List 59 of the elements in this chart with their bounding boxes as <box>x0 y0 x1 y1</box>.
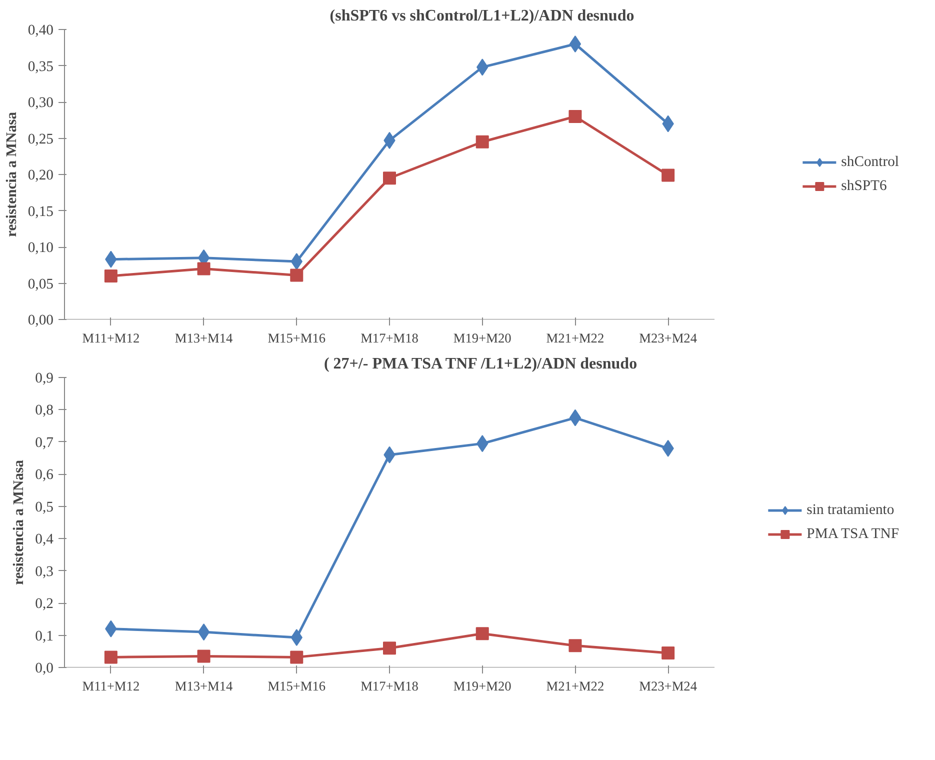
y-tick-label: 0,5 <box>35 499 54 516</box>
point <box>569 36 582 52</box>
y-tick-label: 0,35 <box>28 58 54 75</box>
y-tick-label: 0,4 <box>35 532 54 548</box>
point <box>476 627 489 640</box>
y-axis-title: resistencia a MNasa <box>11 459 28 586</box>
point <box>198 624 210 641</box>
x-tick-label: M11+M12 <box>82 330 140 346</box>
x-tick-label: M17+M18 <box>360 678 419 694</box>
y-tick-label: 0,6 <box>35 467 54 484</box>
point <box>290 253 302 270</box>
point <box>569 409 582 426</box>
point <box>290 650 304 664</box>
y-tick-label: 0,1 <box>35 628 54 644</box>
point <box>290 268 304 282</box>
point <box>568 110 582 123</box>
y-tick-label: 0,10 <box>28 240 54 256</box>
x-tick-label: M21+M22 <box>546 678 604 694</box>
y-tick-label: 0,00 <box>28 312 54 328</box>
x-tick-label: M13+M14 <box>174 678 234 694</box>
legend-label: shControl <box>841 154 899 170</box>
point <box>104 270 118 282</box>
y-axis-title: resistencia a MNasa <box>4 111 20 238</box>
y-tick-label: 0,20 <box>28 168 54 184</box>
legend-label: shSPT6 <box>841 178 887 194</box>
legend-label: PMA TSA TNF <box>806 526 899 542</box>
y-tick-label: 0,7 <box>35 434 54 451</box>
y-tick-label: 0,30 <box>28 95 54 111</box>
x-tick-label: M19+M20 <box>453 678 512 694</box>
point <box>197 650 210 663</box>
x-tick-label: M23+M24 <box>639 330 698 346</box>
chart-title: ( 27+/- PMA TSA TNF /L1+L2)/ADN desnudo <box>324 356 638 372</box>
x-tick-label: M21+M22 <box>546 330 604 346</box>
point <box>383 172 396 185</box>
y-tick-label: 0,8 <box>35 402 54 419</box>
x-tick-label: M17+M18 <box>360 330 419 346</box>
y-tick-label: 0,0 <box>35 660 54 676</box>
point <box>383 642 396 655</box>
x-tick-label: M11+M12 <box>82 678 140 694</box>
chart-title: (shSPT6 vs shControl/L1+L2)/ADN desnudo <box>330 8 634 24</box>
point <box>197 262 210 276</box>
point <box>662 168 675 182</box>
x-tick-label: M19+M20 <box>453 330 512 346</box>
y-tick-label: 0,15 <box>28 204 54 220</box>
y-tick-label: 0,25 <box>28 131 54 148</box>
x-tick-label: M15+M16 <box>268 678 326 694</box>
point <box>568 639 582 652</box>
y-tick-label: 0,2 <box>35 596 54 612</box>
legend-label: sin tratamiento <box>806 502 894 518</box>
x-tick-label: M23+M24 <box>639 678 698 694</box>
x-tick-label: M13+M14 <box>174 330 234 346</box>
x-tick-label: M15+M16 <box>268 330 326 346</box>
point <box>104 650 118 664</box>
y-tick-label: 0,9 <box>35 370 54 386</box>
point <box>662 646 675 660</box>
y-tick-label: 0,3 <box>35 564 54 580</box>
y-tick-label: 0,40 <box>28 22 54 38</box>
y-tick-label: 0,05 <box>28 276 54 292</box>
point <box>476 135 489 148</box>
